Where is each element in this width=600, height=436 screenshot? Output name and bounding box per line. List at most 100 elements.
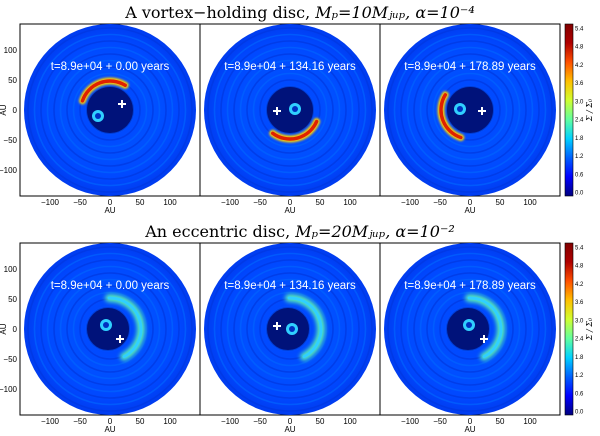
colorbar-row-1: 5.4 4.8 4.2 3.6 3.0 2.4 1.8 1.2 0.6 0.0 Σ / Σ₀	[564, 23, 594, 197]
disc-ring	[246, 66, 334, 154]
disc-ring	[46, 46, 174, 174]
gap-edge	[85, 85, 135, 135]
colorbar-tick: 3.0	[575, 99, 584, 105]
x-axis-label: AU	[104, 206, 115, 215]
y-tick-label: −50	[3, 136, 17, 145]
disc-ring	[66, 66, 154, 154]
disc-ring	[239, 59, 341, 161]
colorbar-tick: 0.6	[575, 172, 584, 178]
disc-panel-r2-p2: t=8.9e+04 + 134.16 years −100 −50 0 50 100 AU	[199, 242, 381, 434]
disc-ring	[40, 40, 180, 180]
disc-panel-r2-p3: t=8.9e+04 + 178.89 years −100 −50 0 50 100 AU	[379, 242, 561, 434]
disc-ring	[72, 291, 148, 367]
vortex-core	[270, 119, 319, 141]
x-tick-label: −100	[41, 198, 60, 207]
disc-ring	[59, 278, 161, 380]
disc-panel-r2-p1: t=8.9e+04 + 0.00 years 100 50 0 −50 −100 AU −10…	[0, 242, 201, 434]
disc-ring	[252, 72, 328, 148]
colorbar-tick: 4.2	[575, 282, 584, 288]
colorbar-tick: 4.8	[575, 264, 584, 270]
x-tick-label: 50	[496, 198, 505, 207]
row-1-title: A vortex−holding disc, Mₚ=10Mⱼᵤₚ, α=10⁻⁴	[0, 3, 600, 22]
row-1-title-math: Mₚ=10Mⱼᵤₚ, α=10⁻⁴	[310, 3, 475, 22]
disc-ring	[233, 53, 347, 167]
disc-ring	[233, 272, 347, 386]
row-2-title-math: Mₚ=20Mⱼᵤₚ, α=10⁻²	[290, 222, 455, 241]
inner-disc-core	[289, 326, 295, 332]
disc-ring	[226, 46, 354, 174]
eccentric-edge-core	[107, 296, 143, 359]
disc-ring	[27, 246, 193, 412]
disc-ring	[252, 291, 328, 367]
disc-ring	[406, 265, 534, 393]
inner-disc-core	[457, 106, 463, 112]
x-tick-label: −50	[253, 198, 267, 207]
row-2-title: An eccentric disc, Mₚ=20Mⱼᵤₚ, α=10⁻²	[0, 222, 600, 241]
vortex-core	[439, 93, 463, 140]
disc-ring	[33, 33, 187, 187]
disc-ring	[413, 272, 527, 386]
x-tick-label: 50	[316, 417, 325, 426]
colorbar-label: Σ / Σ₀	[585, 317, 594, 341]
x-axis-label: AU	[464, 425, 475, 434]
colorbar-row-2: 5.4 4.8 4.2 3.6 3.0 2.4 1.8 1.2 0.6 0.0 Σ / Σ₀	[564, 242, 594, 416]
row-1-title-text: A vortex−holding disc,	[125, 3, 311, 22]
inner-disc-core	[95, 113, 101, 119]
x-axis-label: AU	[284, 206, 295, 215]
colorbar-tick: 1.2	[575, 154, 584, 160]
x-tick-label: 50	[496, 417, 505, 426]
colorbar-tick: 5.4	[575, 246, 584, 252]
disc-ring	[246, 285, 334, 373]
colorbar-tick: 1.8	[575, 355, 584, 361]
colorbar-tick: 2.4	[575, 118, 584, 124]
x-tick-label: −50	[73, 198, 87, 207]
disc-ring	[432, 72, 508, 148]
disc-ring	[419, 59, 521, 161]
colorbar-tick: 4.8	[575, 45, 584, 51]
x-tick-label: 50	[136, 198, 145, 207]
time-label: t=8.9e+04 + 134.16 years	[224, 61, 356, 73]
disc-ring	[213, 252, 367, 406]
x-tick-label: 50	[136, 417, 145, 426]
disc-ring	[239, 278, 341, 380]
disc-ring	[406, 46, 534, 174]
y-tick-label: 0	[13, 325, 18, 334]
gap-edge	[445, 306, 491, 352]
disc-ring	[387, 246, 553, 412]
x-tick-label: 50	[316, 198, 325, 207]
disc-ring	[66, 285, 154, 373]
x-tick-label: −100	[221, 198, 240, 207]
x-axis-label: AU	[284, 425, 295, 434]
y-axis-label: AU	[0, 104, 8, 115]
disc-ring	[72, 72, 148, 148]
gap-edge	[265, 85, 315, 135]
x-tick-label: −50	[433, 417, 447, 426]
time-label: t=8.9e+04 + 134.16 years	[224, 280, 356, 292]
x-tick-label: 100	[163, 417, 177, 426]
disc-ring	[220, 259, 360, 399]
x-tick-label: 100	[523, 417, 537, 426]
y-tick-label: 50	[8, 76, 17, 85]
x-tick-label: −100	[401, 417, 420, 426]
time-label: t=8.9e+04 + 178.89 years	[404, 280, 536, 292]
inner-disc-core	[292, 106, 298, 112]
colorbar-tick: 3.0	[575, 318, 584, 324]
x-axis-label: AU	[104, 425, 115, 434]
colorbar-tick: 0.0	[575, 410, 584, 416]
time-label: t=8.9e+04 + 0.00 years	[51, 61, 170, 73]
disc-ring	[207, 27, 373, 193]
x-tick-label: 100	[523, 198, 537, 207]
colorbar-tick: 1.2	[575, 373, 584, 379]
x-tick-label: 0	[468, 198, 473, 207]
disc-ring	[33, 252, 187, 406]
disc-panel-r1-p3: t=8.9e+04 + 178.89 years −100 −50 0 50 100 AU	[379, 23, 561, 215]
colorbar-tick: 1.8	[575, 136, 584, 142]
disc-panel-r1-p2: t=8.9e+04 + 134.16 years −100 −50 0 50 100 AU	[199, 23, 381, 215]
disc-ring	[387, 27, 553, 193]
time-label: t=8.9e+04 + 0.00 years	[51, 280, 170, 292]
y-tick-label: 0	[13, 106, 18, 115]
x-tick-label: −50	[73, 417, 87, 426]
disc-ring	[400, 259, 540, 399]
disc-ring	[40, 259, 180, 399]
